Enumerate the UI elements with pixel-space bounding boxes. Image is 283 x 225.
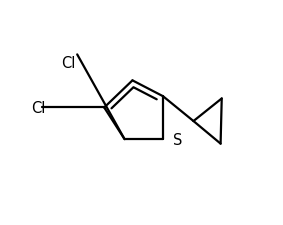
Text: Cl: Cl	[62, 56, 76, 70]
Text: S: S	[173, 132, 183, 147]
Text: Cl: Cl	[31, 101, 46, 115]
